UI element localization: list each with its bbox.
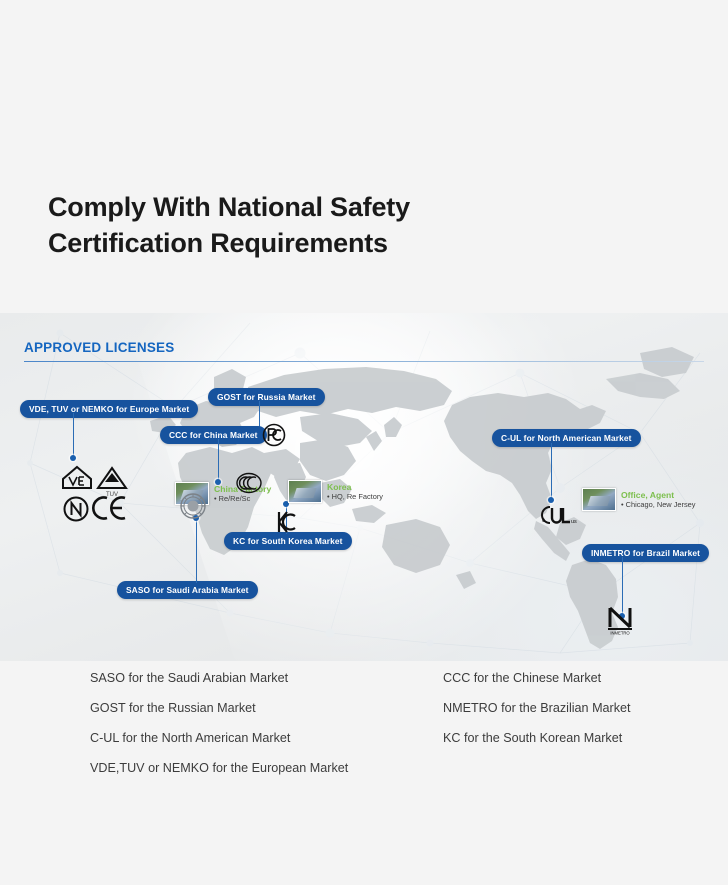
callout-europe[interactable]: VDE, TUV or NEMKO for Europe Market xyxy=(20,400,199,418)
map-pin-china[interactable] xyxy=(215,479,221,485)
page-title-line-2: Certification Requirements xyxy=(48,227,388,258)
vde-mark-icon xyxy=(62,465,92,489)
map-pin-north-america[interactable] xyxy=(548,497,554,503)
kc-mark-icon xyxy=(277,511,296,533)
leader-line-russia xyxy=(259,401,261,433)
map-pin-brazil[interactable] xyxy=(619,613,625,619)
callout-china[interactable]: CCC for China Market xyxy=(160,426,267,444)
page-title-line-1: Comply With National Safety xyxy=(48,192,410,222)
site-chip-office-agent: Office, Agent • Chicago, New Jersey xyxy=(582,488,695,511)
list-item: SASO for the Saudi Arabian Market xyxy=(90,671,289,685)
section-title: APPROVED LICENSES xyxy=(24,340,175,355)
list-item: GOST for the Russian Market xyxy=(90,701,256,716)
legend-column-right: CCC for the Chinese Market NMETRO for th… xyxy=(443,672,631,762)
map-pin-europe[interactable] xyxy=(70,455,76,461)
callout-russia[interactable]: GOST for Russia Market xyxy=(208,388,325,406)
office-photo-thumbnail xyxy=(582,488,616,511)
leader-line-brazil xyxy=(622,557,624,615)
world-map-panel: APPROVED LICENSES VDE, TUV or NEMKO for … xyxy=(0,313,728,661)
list-item: NMETRO for the Brazilian Market xyxy=(443,701,631,716)
leader-line-north-america xyxy=(551,443,553,499)
site-sub-china: • Re/Re/Sc xyxy=(214,494,251,504)
legend-column-left: SASO for the Saudi Arabian Market GOST f… xyxy=(90,672,348,792)
callout-north-america[interactable]: C-UL for North American Market xyxy=(492,429,641,447)
callout-brazil[interactable]: INMETRO for Brazil Market xyxy=(582,544,710,562)
list-item: C-UL for the North American Market xyxy=(90,731,291,746)
svg-text:c: c xyxy=(542,518,545,524)
leader-line-saudi-arabia xyxy=(196,519,198,583)
gost-mark-icon xyxy=(262,423,286,447)
site-title-office: Office, Agent xyxy=(621,489,675,500)
leader-line-europe xyxy=(73,413,75,457)
nemko-mark-icon xyxy=(63,496,89,522)
site-title-korea: Korea xyxy=(327,481,352,492)
cul-mark-icon: c us xyxy=(541,506,577,525)
map-pin-south-korea[interactable] xyxy=(283,501,289,507)
ccc-mark-icon xyxy=(236,472,262,494)
list-item: CCC for the Chinese Market xyxy=(443,671,602,685)
inmetro-mark-icon: INMETRO xyxy=(608,606,632,636)
tuv-mark-icon: TUV xyxy=(96,466,128,497)
callout-saudi-arabia[interactable]: SASO for Saudi Arabia Market xyxy=(117,581,258,599)
site-sub-korea: • HQ, Re Factory xyxy=(327,492,383,502)
list-item: VDE,TUV or NEMKO for the European Market xyxy=(90,761,349,776)
svg-text:INMETRO: INMETRO xyxy=(610,631,630,636)
leader-line-south-korea xyxy=(286,506,288,534)
saso-mark-icon xyxy=(180,493,206,519)
svg-text:us: us xyxy=(571,519,577,525)
page-title: Comply With National Safety Certificatio… xyxy=(48,190,410,261)
ce-mark-icon xyxy=(92,496,126,520)
factory-photo-thumbnail-korea xyxy=(288,480,322,503)
section-title-rule xyxy=(24,361,704,362)
callout-south-korea[interactable]: KC for South Korea Market xyxy=(224,532,352,550)
site-sub-office: • Chicago, New Jersey xyxy=(621,500,696,510)
list-item: KC for the South Korean Market xyxy=(443,731,623,746)
site-chip-korea: Korea • HQ, Re Factory xyxy=(288,480,383,503)
svg-text:TUV: TUV xyxy=(106,492,118,497)
leader-line-china xyxy=(218,439,220,481)
